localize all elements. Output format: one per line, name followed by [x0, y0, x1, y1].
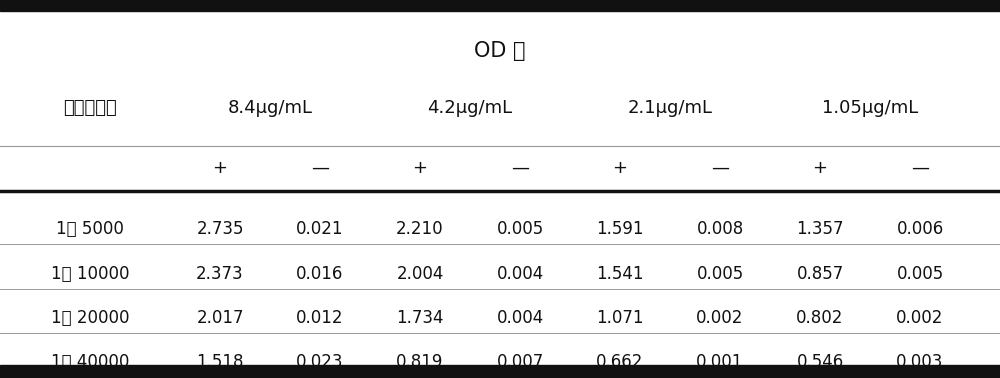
Text: 0.006: 0.006: [896, 220, 944, 238]
Text: +: +: [812, 159, 828, 177]
Text: 1.05μg/mL: 1.05μg/mL: [822, 99, 918, 117]
Text: 2.210: 2.210: [396, 220, 444, 238]
Text: 1.071: 1.071: [596, 309, 644, 327]
Text: 0.002: 0.002: [896, 309, 944, 327]
Text: 2.017: 2.017: [196, 309, 244, 327]
Text: 0.023: 0.023: [296, 353, 344, 371]
Text: 0.005: 0.005: [496, 220, 544, 238]
Text: 0.546: 0.546: [796, 353, 844, 371]
Text: 1.541: 1.541: [596, 265, 644, 283]
Text: 2.004: 2.004: [396, 265, 444, 283]
Text: OD 値: OD 値: [474, 41, 526, 61]
Text: —: —: [911, 159, 929, 177]
Text: 0.021: 0.021: [296, 220, 344, 238]
Text: 1： 20000: 1： 20000: [51, 309, 129, 327]
Text: 2.373: 2.373: [196, 265, 244, 283]
Text: 0.008: 0.008: [696, 220, 744, 238]
Text: 0.802: 0.802: [796, 309, 844, 327]
Text: 2.1μg/mL: 2.1μg/mL: [628, 99, 712, 117]
Text: 1.357: 1.357: [796, 220, 844, 238]
Text: 0.005: 0.005: [896, 265, 944, 283]
Text: —: —: [511, 159, 529, 177]
Text: 0.857: 0.857: [796, 265, 844, 283]
Text: 0.004: 0.004: [496, 309, 544, 327]
Text: +: +: [413, 159, 428, 177]
Text: 1： 40000: 1： 40000: [51, 353, 129, 371]
Text: 8.4μg/mL: 8.4μg/mL: [228, 99, 312, 117]
Text: 0.007: 0.007: [496, 353, 544, 371]
Bar: [0, 365, 1000, 378]
Text: 0.002: 0.002: [696, 309, 744, 327]
Text: 0.003: 0.003: [896, 353, 944, 371]
Text: 0.004: 0.004: [496, 265, 544, 283]
Bar: [0, 0, 1000, 11]
Text: 1： 5000: 1： 5000: [56, 220, 124, 238]
Text: —: —: [711, 159, 729, 177]
Text: 1： 10000: 1： 10000: [51, 265, 129, 283]
Text: 0.005: 0.005: [696, 265, 744, 283]
Text: 0.012: 0.012: [296, 309, 344, 327]
Text: 0.016: 0.016: [296, 265, 344, 283]
Text: 0.819: 0.819: [396, 353, 444, 371]
Text: 1.518: 1.518: [196, 353, 244, 371]
Text: 1.734: 1.734: [396, 309, 444, 327]
Text: 2.735: 2.735: [196, 220, 244, 238]
Text: +: +: [612, 159, 628, 177]
Text: 0.001: 0.001: [696, 353, 744, 371]
Text: +: +: [212, 159, 228, 177]
Text: 1.591: 1.591: [596, 220, 644, 238]
Text: —: —: [311, 159, 329, 177]
Text: 4.2μg/mL: 4.2μg/mL: [427, 99, 513, 117]
Text: 0.662: 0.662: [596, 353, 644, 371]
Text: 血清稀释度: 血清稀释度: [63, 99, 117, 117]
